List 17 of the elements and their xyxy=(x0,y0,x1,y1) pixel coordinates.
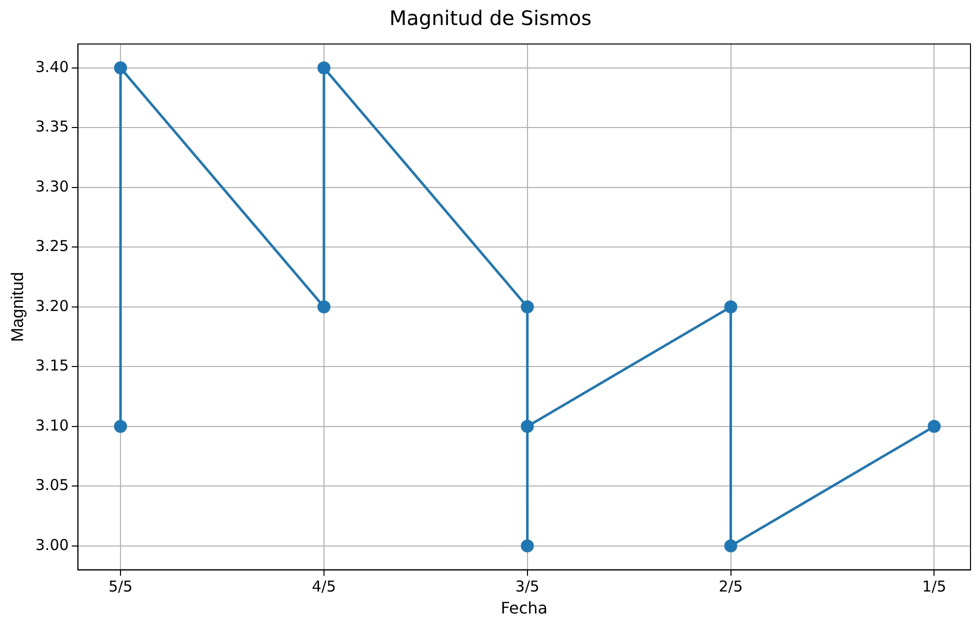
y-tick-label: 3.25 xyxy=(35,237,69,256)
y-tick-label: 3.40 xyxy=(35,58,69,76)
y-tick-label: 3.00 xyxy=(35,536,69,554)
y-tick-label: 3.30 xyxy=(35,177,69,196)
x-tick-label: 5/5 xyxy=(108,578,133,596)
x-tick-label: 4/5 xyxy=(312,578,336,596)
y-tick-label: 3.05 xyxy=(35,476,69,494)
x-tick-label: 3/5 xyxy=(515,578,540,596)
y-tick-label: 3.20 xyxy=(35,296,69,315)
y-axis-title: Magnitud xyxy=(8,272,27,342)
x-tick-label: 1/5 xyxy=(922,578,946,596)
y-tick-label: 3.35 xyxy=(35,118,69,136)
y-tick-label: 3.10 xyxy=(35,416,69,434)
chart-title: Magnitud de Sismos xyxy=(389,6,592,30)
x-tick-label: 2/5 xyxy=(718,578,743,596)
x-axis-title: Fecha xyxy=(500,598,548,618)
y-tick-label: 3.15 xyxy=(35,356,69,375)
